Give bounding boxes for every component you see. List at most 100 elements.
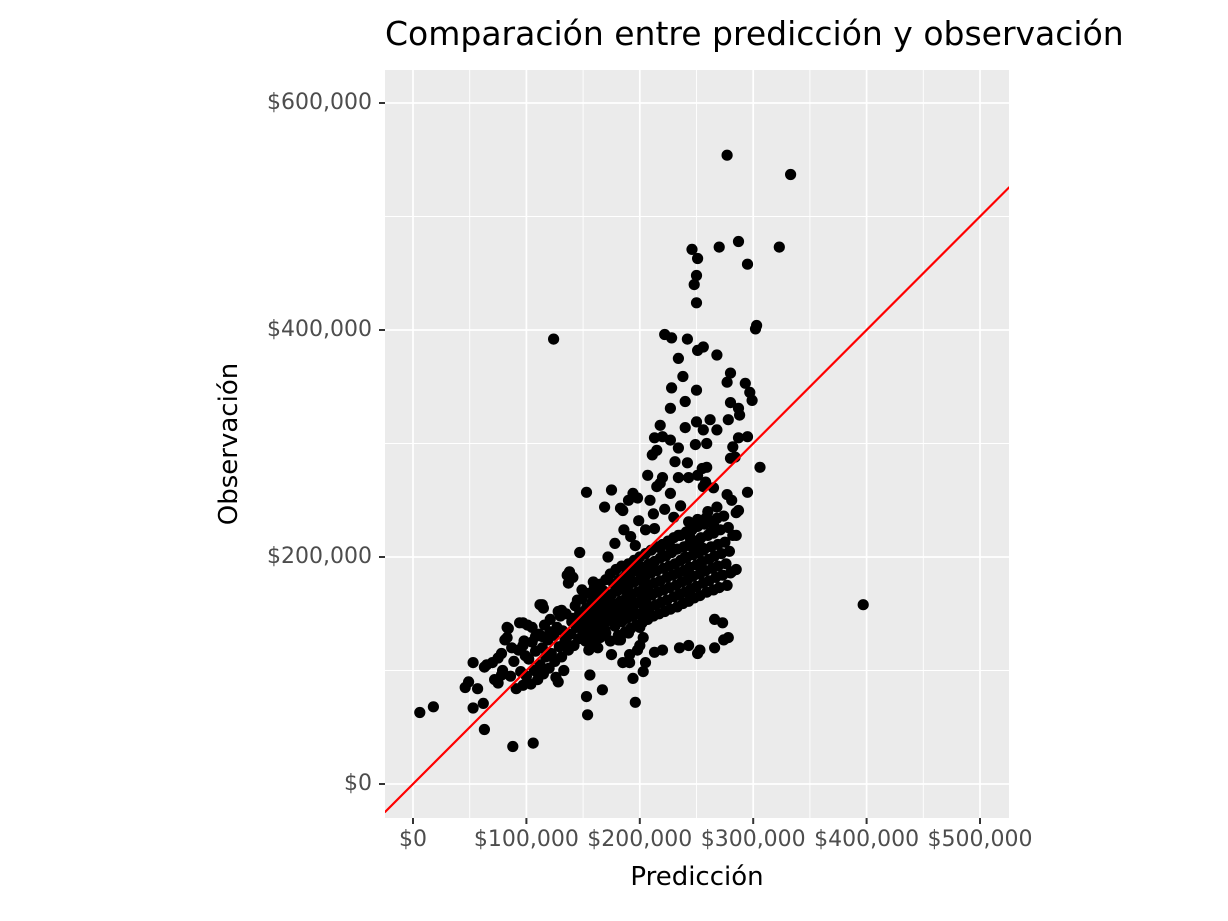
- data-point: [857, 599, 869, 611]
- data-point: [785, 168, 797, 181]
- data-point: [463, 676, 475, 688]
- data-point: [724, 397, 737, 409]
- data-point: [629, 540, 641, 552]
- data-point: [559, 635, 571, 647]
- data-point: [563, 566, 576, 578]
- data-point: [719, 536, 731, 548]
- data-point: [704, 414, 716, 426]
- data-point: [683, 472, 695, 484]
- data-point: [675, 500, 687, 512]
- data-point: [527, 737, 539, 749]
- data-point: [605, 484, 618, 496]
- data-point: [507, 740, 519, 753]
- data-point: [604, 635, 616, 647]
- data-point: [624, 657, 636, 669]
- data-point: [648, 646, 661, 658]
- data-point: [666, 332, 678, 344]
- data-point: [741, 486, 754, 498]
- data-point: [717, 617, 729, 629]
- data-point: [557, 625, 569, 637]
- data-point: [718, 510, 730, 522]
- data-point: [631, 644, 644, 656]
- data-point: [692, 344, 704, 356]
- data-point: [672, 472, 685, 484]
- data-point: [654, 419, 666, 431]
- data-point: [646, 449, 658, 461]
- data-point: [711, 424, 723, 436]
- data-point: [679, 395, 691, 408]
- data-point: [711, 349, 723, 361]
- data-point: [492, 677, 504, 689]
- data-point: [637, 632, 649, 644]
- data-point: [478, 723, 490, 736]
- data-point: [724, 567, 737, 579]
- data-point: [481, 659, 493, 671]
- data-point: [741, 258, 754, 270]
- data-point: [647, 508, 660, 520]
- data-point: [739, 377, 751, 389]
- data-point: [605, 649, 618, 661]
- data-point: [550, 671, 562, 683]
- data-point: [521, 619, 534, 631]
- y-tick-label: $0: [344, 771, 372, 796]
- x-tick-label: $0: [399, 827, 427, 852]
- y-tick-label: $400,000: [267, 317, 372, 342]
- data-point: [697, 424, 709, 436]
- data-point: [664, 434, 677, 446]
- x-tick-label: $200,000: [587, 827, 692, 852]
- data-point: [467, 702, 479, 714]
- y-tick-label: $200,000: [267, 544, 372, 569]
- data-point: [477, 697, 489, 710]
- data-point: [467, 657, 479, 669]
- data-point: [639, 524, 652, 536]
- data-point: [732, 235, 745, 248]
- data-point: [664, 402, 677, 414]
- data-point: [501, 621, 513, 634]
- data-point: [534, 659, 546, 671]
- data-point: [648, 523, 661, 535]
- data-point: [639, 657, 652, 669]
- data-point: [701, 437, 713, 450]
- data-point: [690, 297, 703, 309]
- data-point: [625, 531, 637, 543]
- x-tick-label: $300,000: [701, 827, 806, 852]
- data-point: [609, 537, 621, 550]
- data-point: [724, 367, 737, 379]
- data-point: [711, 501, 723, 513]
- data-point: [689, 439, 702, 451]
- data-point: [648, 432, 661, 444]
- data-point: [631, 492, 644, 504]
- data-point: [718, 634, 730, 646]
- data-point: [734, 409, 746, 421]
- chart-title: Comparación entre predicción y observaci…: [385, 14, 1124, 53]
- data-point: [554, 610, 567, 622]
- data-point: [668, 511, 680, 523]
- y-tick-label: $600,000: [267, 90, 372, 115]
- data-point: [599, 501, 611, 513]
- x-tick-label: $400,000: [814, 827, 919, 852]
- data-point: [518, 635, 530, 647]
- data-point: [681, 333, 694, 345]
- data-point: [637, 666, 649, 678]
- data-point: [614, 502, 627, 514]
- data-point: [519, 650, 531, 662]
- data-point: [722, 414, 734, 426]
- data-point: [713, 241, 725, 253]
- data-point: [709, 642, 721, 654]
- data-point: [504, 670, 517, 682]
- x-tick-label: $100,000: [474, 827, 579, 852]
- data-point: [724, 452, 737, 464]
- data-point: [690, 416, 703, 428]
- data-point: [726, 494, 738, 506]
- data-point: [722, 521, 734, 534]
- data-point: [497, 664, 509, 677]
- data-point: [773, 241, 785, 253]
- data-point: [537, 602, 550, 614]
- data-point: [622, 494, 635, 506]
- points-layer: [414, 149, 869, 753]
- identity-line: [385, 186, 1009, 814]
- data-point: [721, 149, 733, 161]
- x-tick-label: $500,000: [928, 827, 1033, 852]
- data-point: [659, 503, 671, 515]
- data-point: [633, 515, 645, 527]
